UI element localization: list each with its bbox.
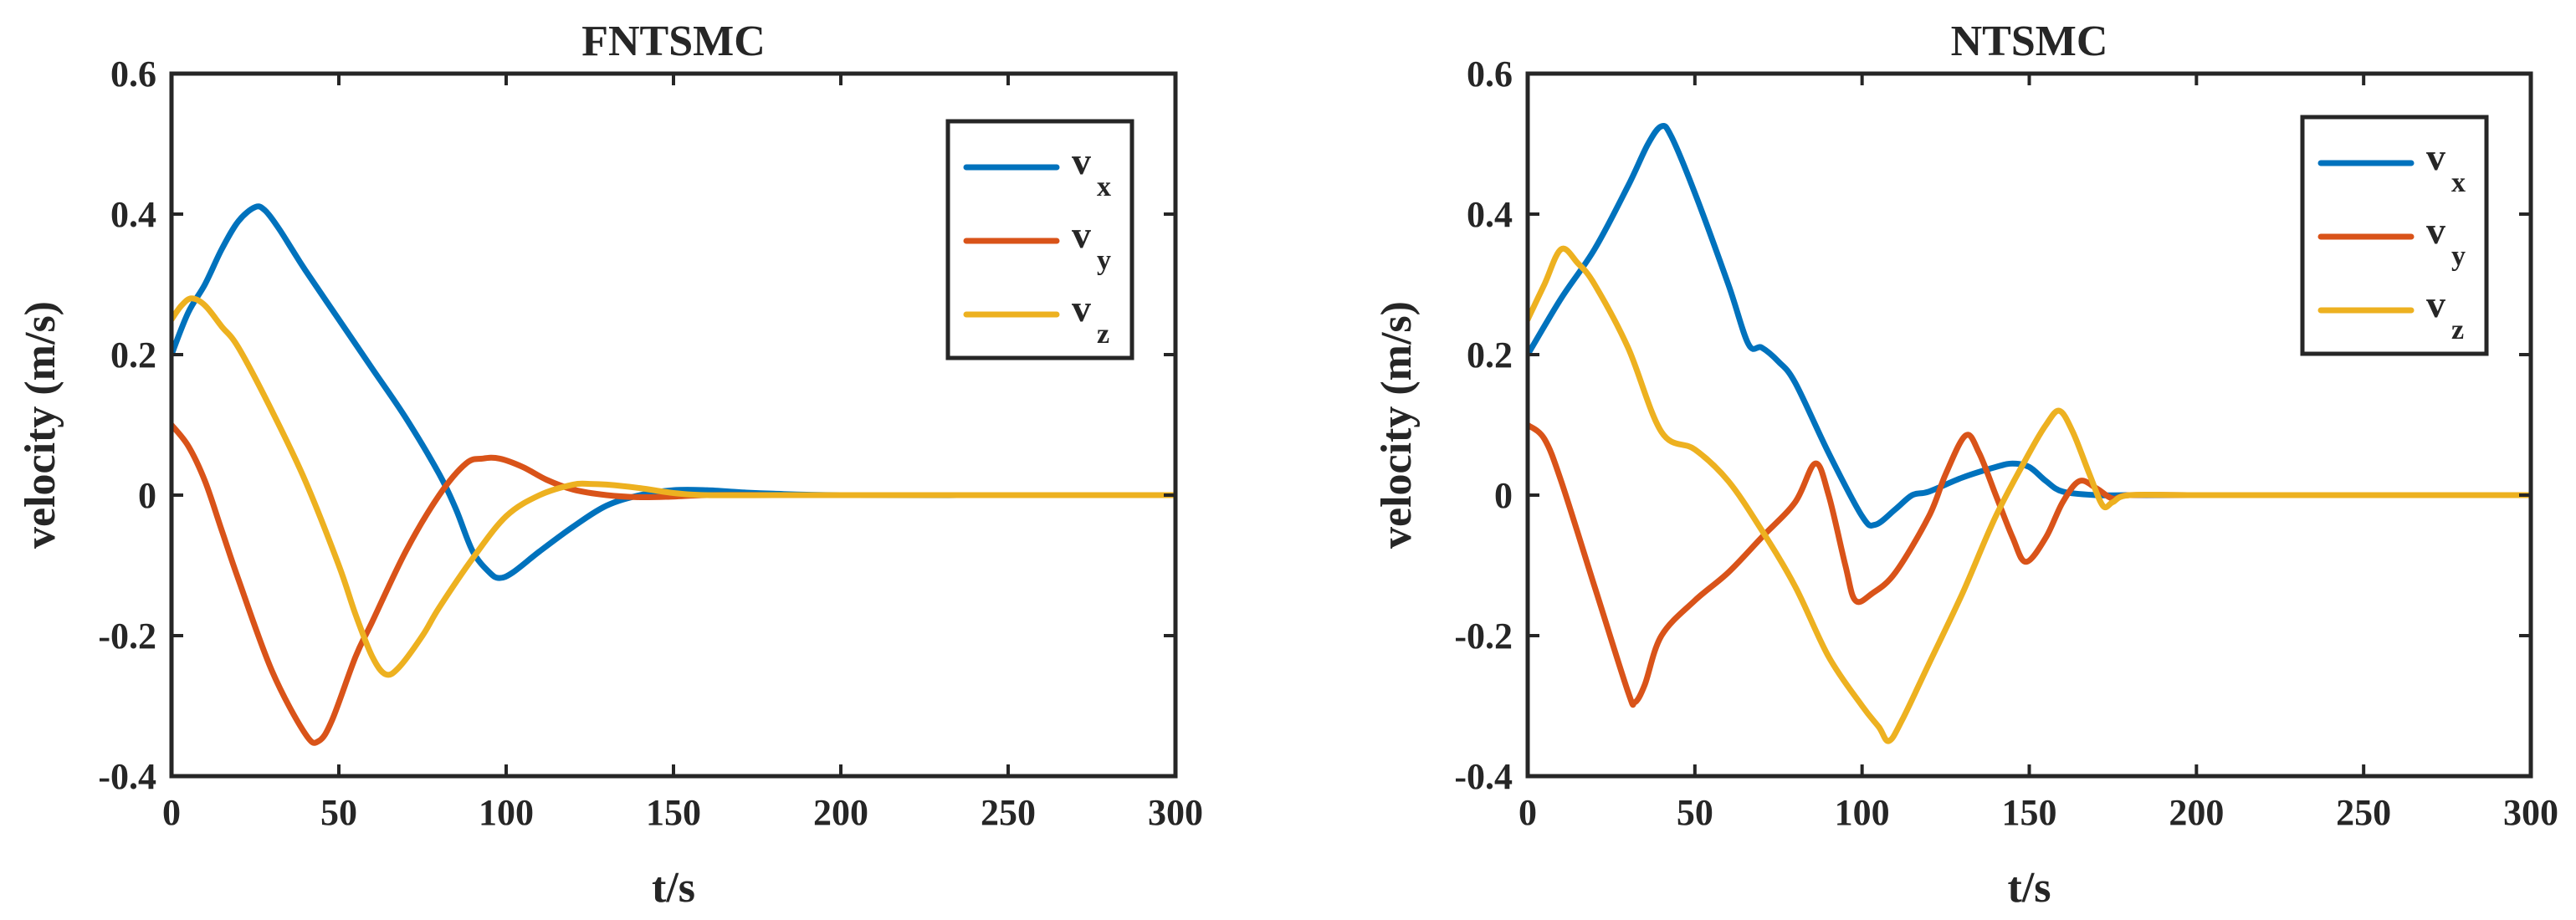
y-tick-label: 0.6 — [110, 54, 156, 95]
legend-label-vy: v — [1072, 213, 1091, 256]
y-tick-label: 0.4 — [110, 194, 156, 235]
x-tick-label: 0 — [1518, 792, 1537, 833]
legend-label-sub-vy: y — [1097, 245, 1111, 276]
y-tick-label: -0.2 — [1454, 616, 1513, 657]
x-tick-label: 0 — [162, 792, 181, 833]
y-tick-label: 0.2 — [110, 335, 156, 376]
x-tick-label: 100 — [1835, 792, 1890, 833]
legend-label-sub-vy: y — [2451, 241, 2466, 272]
x-tick-label: 200 — [813, 792, 868, 833]
y-tick-label: 0.6 — [1467, 54, 1513, 95]
legend-label-sub-vz: z — [2451, 314, 2464, 345]
legend-label-sub-vx: x — [1097, 171, 1111, 202]
chart-title: FNTSMC — [581, 18, 766, 65]
x-axis-label: t/s — [2008, 864, 2051, 912]
legend-label-sub-vx: x — [2451, 167, 2466, 198]
y-tick-label: 0.4 — [1467, 194, 1513, 235]
x-tick-label: 50 — [1677, 792, 1713, 833]
chart-title: NTSMC — [1951, 18, 2108, 65]
series-group — [1528, 123, 2531, 744]
series-group — [172, 203, 1175, 746]
y-tick-label: -0.2 — [98, 616, 156, 657]
x-tick-label: 250 — [2336, 792, 2391, 833]
x-tick-label: 300 — [1148, 792, 1203, 833]
chart-fntsmc: 0 50 100 150 200 250 300 -0.4 -0.2 0 0.2 0.4 0.6 FNTS… — [17, 18, 1203, 912]
x-tick-label: 50 — [320, 792, 357, 833]
x-axis-label: t/s — [652, 864, 695, 912]
x-tick-label: 150 — [646, 792, 701, 833]
y-tick-label: 0.2 — [1467, 335, 1513, 376]
legend-label-vx: v — [2426, 135, 2445, 178]
x-tick-label: 200 — [2169, 792, 2224, 833]
x-tick-label: 150 — [2002, 792, 2057, 833]
x-tick-label: 100 — [479, 792, 534, 833]
legend-label-vx: v — [1072, 140, 1091, 182]
y-axis-label: velocity (m/s) — [17, 301, 64, 549]
y-axis-label: velocity (m/s) — [1373, 301, 1421, 549]
series-line-vz — [172, 295, 1175, 678]
y-tick-label: 0 — [1494, 475, 1513, 516]
chart-ntsmc: 0 50 100 150 200 250 300 -0.4 -0.2 0 0.2 0.4 0.6 NTSM… — [1373, 18, 2558, 912]
y-tick-label: 0 — [138, 475, 156, 516]
y-tick-label: -0.4 — [98, 756, 156, 797]
series-line-vy — [1528, 422, 2531, 708]
legend-label-vy: v — [2426, 209, 2445, 252]
legend-label-vz: v — [1072, 287, 1091, 330]
legend-label-vz: v — [2426, 283, 2445, 325]
legend-label-sub-vz: z — [1097, 319, 1109, 350]
x-tick-label: 250 — [981, 792, 1036, 833]
y-tick-label: -0.4 — [1454, 756, 1513, 797]
x-tick-label: 300 — [2503, 792, 2558, 833]
series-line-vz — [1528, 245, 2531, 744]
